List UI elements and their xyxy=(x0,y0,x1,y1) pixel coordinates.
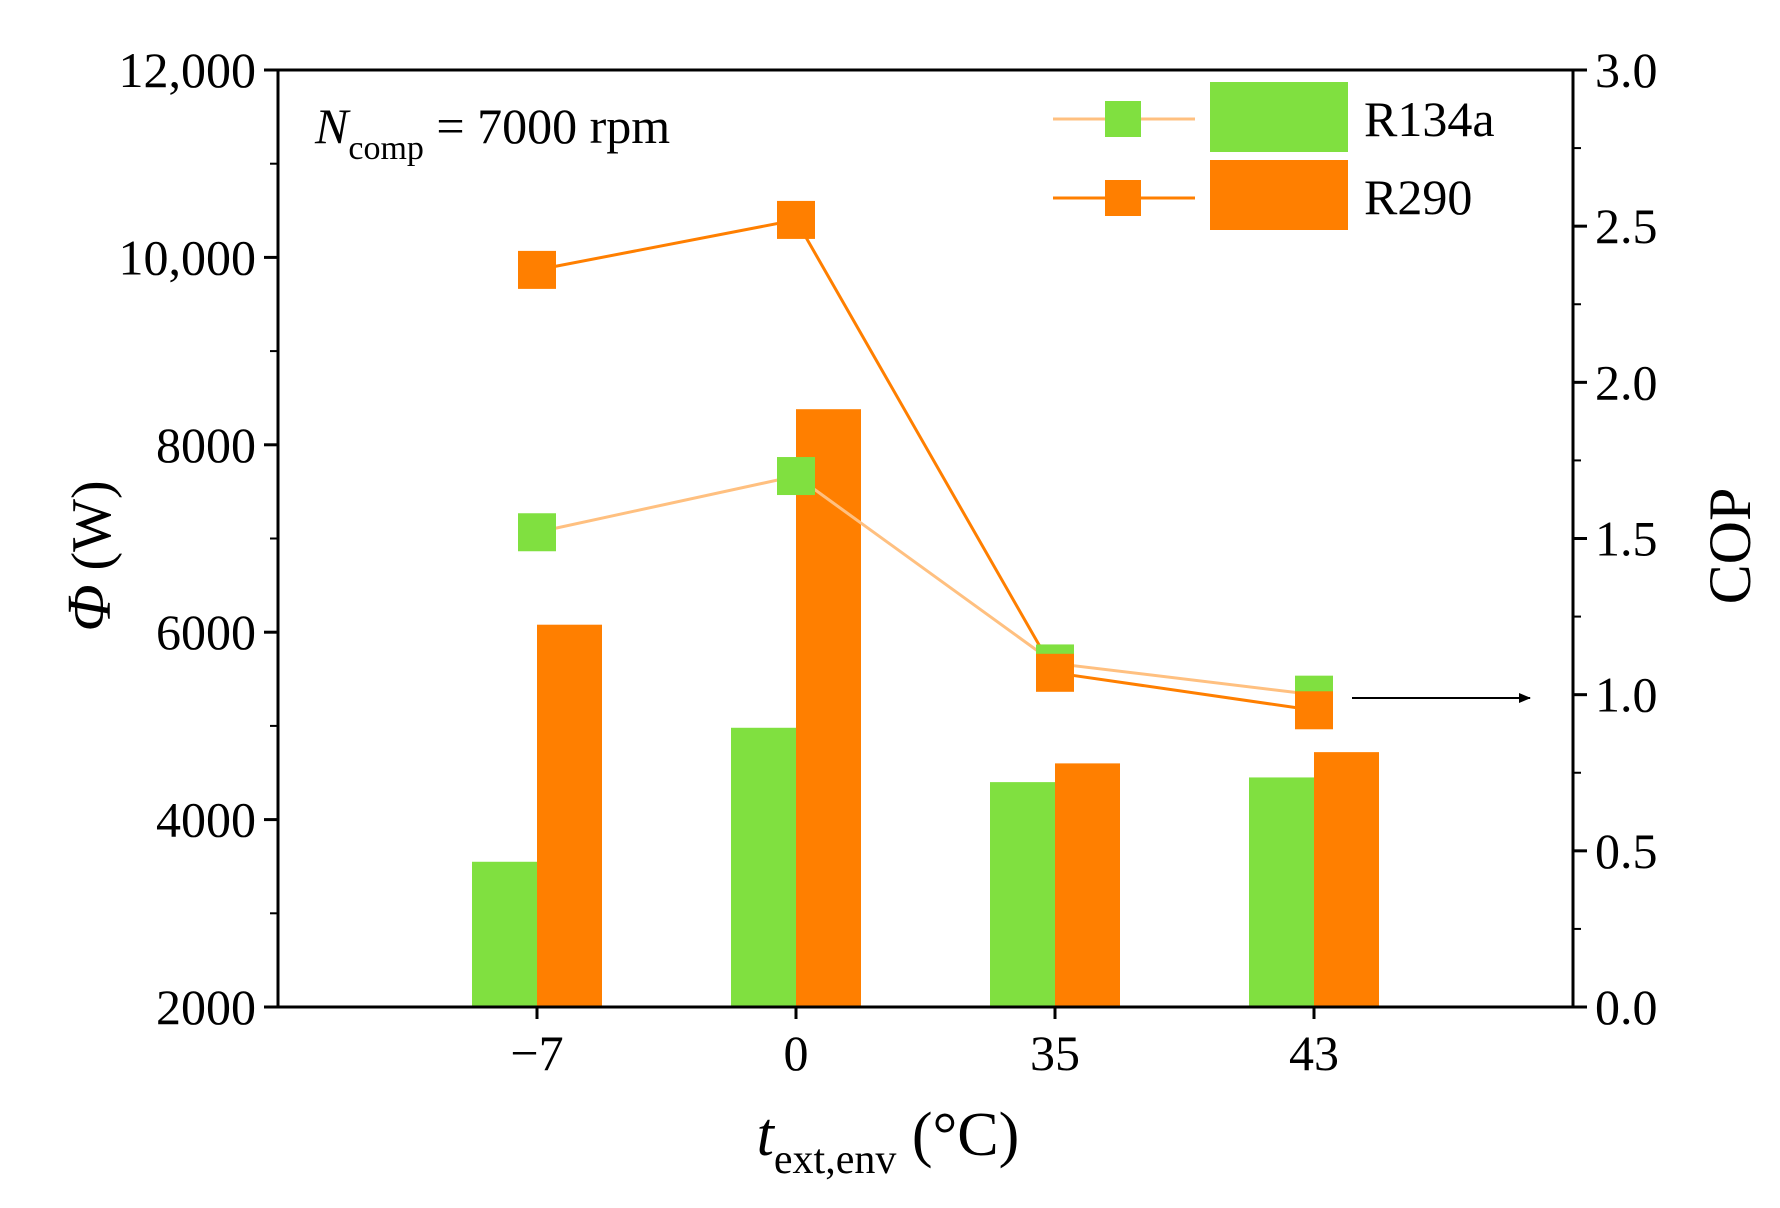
right-tick-label: 0.5 xyxy=(1595,823,1658,879)
marker-r134a-0 xyxy=(518,513,556,552)
x-tick-label: 0 xyxy=(784,1025,809,1081)
right-tick-label: 1.0 xyxy=(1595,667,1658,723)
legend-marker-r134a xyxy=(1105,101,1141,137)
right-tick-label: 3.0 xyxy=(1595,42,1658,98)
left-tick-label: 4000 xyxy=(156,792,256,848)
left-tick-label: 12,000 xyxy=(119,42,257,98)
y-left-axis-label: Φ (W) xyxy=(56,480,124,631)
x-axis-label: text,env (°C) xyxy=(757,1101,1020,1183)
marker-r290-3 xyxy=(1295,691,1333,730)
marker-r290-2 xyxy=(1036,653,1074,692)
legend-entry-r134a: R134a xyxy=(1053,82,1495,152)
line-r290 xyxy=(536,218,1315,712)
bars-layer xyxy=(472,409,1379,1008)
left-tick-label: 10,000 xyxy=(119,229,257,285)
x-tick-label: 43 xyxy=(1289,1025,1339,1081)
bar-r134a-1 xyxy=(731,727,796,1007)
left-tick-label: 6000 xyxy=(156,604,256,660)
right-tick-label: 0.0 xyxy=(1595,979,1658,1035)
legend: R134a R290 xyxy=(1053,82,1495,230)
legend-marker-r290 xyxy=(1105,180,1141,216)
marker-r134a-1 xyxy=(777,457,815,496)
right-tick-label: 1.5 xyxy=(1595,511,1658,567)
rpm-annotation: Ncomp = 7000 rpm xyxy=(314,98,670,167)
legend-label-r134a: R134a xyxy=(1364,91,1495,147)
bar-r134a-2 xyxy=(990,782,1055,1007)
bar-r290-1 xyxy=(796,409,861,1008)
line-r134a xyxy=(536,474,1315,697)
right-tick-label: 2.0 xyxy=(1595,354,1658,410)
lines-layer xyxy=(518,200,1333,730)
bar-r290-3 xyxy=(1314,752,1379,1007)
bar-r134a-0 xyxy=(472,861,537,1007)
x-tick-label: 35 xyxy=(1030,1025,1080,1081)
left-axis-ticks: 2000 4000 6000 8000 10,000 12,000 xyxy=(119,42,278,1035)
bar-r290-2 xyxy=(1055,763,1120,1007)
left-tick-label: 2000 xyxy=(156,979,256,1035)
x-axis-ticks: −7 0 35 43 xyxy=(510,1007,1339,1081)
legend-bar-r290 xyxy=(1210,160,1348,230)
right-tick-label: 2.5 xyxy=(1595,198,1658,254)
legend-entry-r290: R290 xyxy=(1053,160,1472,230)
bar-r134a-3 xyxy=(1249,777,1314,1007)
marker-r290-0 xyxy=(518,250,556,289)
marker-r290-1 xyxy=(777,200,815,239)
bar-r290-0 xyxy=(537,624,602,1007)
legend-bar-r134a xyxy=(1210,82,1348,152)
left-tick-label: 8000 xyxy=(156,417,256,473)
y-right-axis-label: COP xyxy=(1697,488,1763,605)
right-axis-ticks: 0.0 0.5 1.0 1.5 2.0 2.5 3.0 xyxy=(1573,42,1658,1035)
legend-label-r290: R290 xyxy=(1364,169,1472,225)
x-tick-label: −7 xyxy=(510,1025,563,1081)
